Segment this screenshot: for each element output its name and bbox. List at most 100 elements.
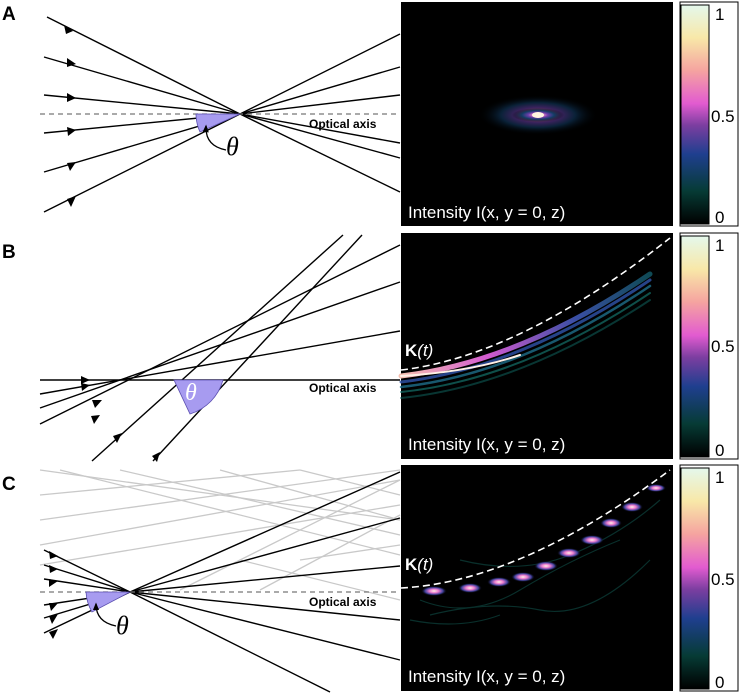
trajectory-label-bold: K bbox=[405, 555, 418, 574]
panel-c-ray-arrows bbox=[49, 551, 58, 639]
angle-pointer-arrow bbox=[92, 602, 117, 627]
optical-axis-label: Optical axis bbox=[309, 381, 377, 395]
panel-b-ray-arrows bbox=[81, 376, 160, 462]
ray bbox=[43, 549, 131, 593]
colorbar-tick-0: 0 bbox=[715, 673, 724, 692]
panel-c-ghost-rays bbox=[39, 469, 401, 601]
panel-a-letter: A bbox=[2, 4, 16, 25]
focal-spot bbox=[421, 586, 447, 596]
focal-spot bbox=[534, 561, 558, 571]
colorbar bbox=[680, 467, 710, 690]
arrowhead-icon bbox=[64, 25, 73, 34]
arrowhead-icon bbox=[81, 376, 90, 384]
focal-spot bbox=[580, 535, 604, 545]
angle-wedge bbox=[195, 113, 241, 133]
panel-c-letter: C bbox=[2, 474, 16, 495]
ray bbox=[129, 591, 331, 693]
colorbar-tick-0: 0 bbox=[715, 208, 724, 227]
focal-spot bbox=[511, 572, 535, 582]
intensity-map-b bbox=[401, 233, 673, 459]
optical-axis-label: Optical axis bbox=[309, 117, 377, 131]
arrowhead-icon bbox=[49, 629, 58, 639]
intensity-label: Intensity I(x, y = 0, z) bbox=[408, 435, 565, 454]
focal-spot bbox=[621, 502, 643, 512]
trajectory-label-italic: (t) bbox=[417, 341, 433, 360]
trajectory-label: K(t) bbox=[405, 555, 433, 574]
ray bbox=[43, 564, 131, 593]
arrowhead-icon bbox=[113, 433, 122, 443]
ray bbox=[43, 94, 241, 115]
ray bbox=[129, 517, 401, 593]
intensity-label: Intensity I(x, y = 0, z) bbox=[408, 203, 565, 222]
arrowhead-icon bbox=[67, 127, 76, 136]
angle-pointer-arrow bbox=[202, 124, 227, 151]
ray bbox=[46, 16, 241, 115]
panel-a-ray-arrows bbox=[64, 25, 76, 207]
ray bbox=[129, 591, 401, 621]
trajectory-curve bbox=[400, 237, 671, 371]
panel-a: A θ Optical axis bbox=[2, 1, 739, 227]
ray bbox=[129, 471, 401, 593]
trajectory-label-italic: (t) bbox=[417, 555, 433, 574]
optical-axis-label: Optical axis bbox=[309, 595, 377, 609]
ray bbox=[239, 66, 401, 115]
arrowhead-icon bbox=[49, 603, 58, 611]
colorbar-tick-1: 1 bbox=[715, 468, 724, 487]
panel-a-rays bbox=[43, 16, 401, 213]
panel-c: C bbox=[2, 464, 739, 693]
panel-b-letter: B bbox=[2, 242, 16, 263]
ray bbox=[239, 33, 401, 115]
colorbar-tick-0.5: 0.5 bbox=[711, 107, 735, 126]
colorbar-tick-0.5: 0.5 bbox=[711, 570, 735, 589]
focal-spot-chain bbox=[421, 484, 666, 596]
colorbar-tick-1: 1 bbox=[715, 5, 724, 24]
ray bbox=[91, 234, 344, 462]
focal-spot bbox=[600, 518, 622, 528]
ray bbox=[239, 113, 401, 193]
ray bbox=[239, 113, 401, 144]
arrowhead-icon bbox=[49, 579, 58, 587]
trajectory-label-bold: K bbox=[405, 341, 418, 360]
angle-theta-label: θ bbox=[116, 611, 129, 640]
angle-wedge bbox=[173, 379, 224, 415]
arrowhead-icon bbox=[67, 196, 76, 207]
airy-beam-fringes bbox=[398, 271, 653, 399]
intensity-label: Intensity I(x, y = 0, z) bbox=[408, 667, 565, 686]
angle-wedge bbox=[85, 591, 131, 613]
ray bbox=[43, 56, 241, 115]
arrowhead-icon bbox=[49, 565, 58, 573]
arrowhead-icon bbox=[67, 162, 76, 171]
panel-b-rays bbox=[39, 234, 401, 462]
intensity-map-c bbox=[401, 465, 673, 691]
colorbar bbox=[680, 4, 710, 225]
panel-b: B θ Optical axis bbox=[2, 232, 739, 462]
colorbar bbox=[680, 235, 710, 458]
colorbar-tick-0: 0 bbox=[715, 441, 724, 460]
angle-theta-label: θ bbox=[226, 132, 239, 161]
arrowhead-icon bbox=[49, 551, 58, 559]
focal-spot bbox=[458, 583, 482, 593]
arrowhead-icon bbox=[92, 400, 102, 408]
focal-spot bbox=[557, 548, 581, 558]
arrowhead-icon bbox=[91, 415, 100, 424]
ray bbox=[43, 578, 131, 593]
arrowhead-icon bbox=[152, 452, 160, 462]
focal-spot bbox=[478, 95, 598, 135]
ray bbox=[39, 330, 401, 395]
focal-spot bbox=[646, 484, 666, 492]
ray bbox=[129, 565, 401, 593]
ray bbox=[239, 94, 401, 115]
focal-spot bbox=[487, 577, 511, 587]
colorbar-tick-1: 1 bbox=[715, 236, 724, 255]
angle-theta-label: θ bbox=[185, 380, 197, 406]
trajectory-label: K(t) bbox=[405, 341, 433, 360]
ray bbox=[39, 244, 401, 425]
ray bbox=[239, 113, 401, 159]
colorbar-tick-0.5: 0.5 bbox=[711, 337, 735, 356]
arrowhead-icon bbox=[67, 93, 76, 102]
arrowhead-icon bbox=[67, 58, 76, 67]
arrowhead-icon bbox=[81, 383, 90, 391]
ray bbox=[129, 591, 401, 661]
ray bbox=[152, 234, 363, 462]
